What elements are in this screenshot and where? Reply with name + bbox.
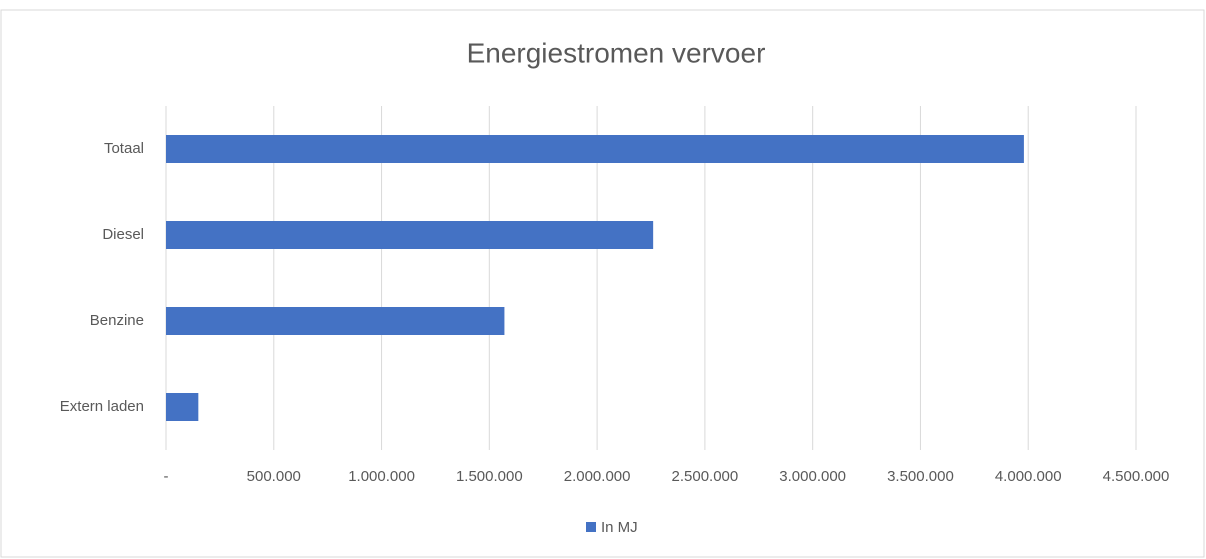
x-tick-label: - [164,468,169,485]
x-tick-label: 4.500.000 [1103,468,1170,485]
x-tick-label: 1.500.000 [456,468,523,485]
x-tick-label: 2.500.000 [672,468,739,485]
bar [166,307,505,335]
y-tick-label: Extern laden [60,398,144,415]
bar [166,135,1024,163]
legend-label: In MJ [601,519,638,536]
chart-border [0,9,1205,558]
y-tick-label: Benzine [90,312,144,329]
y-tick-label: Totaal [104,140,144,157]
chart-title: Energiestromen vervoer [467,37,766,68]
bar [166,393,199,421]
x-tick-label: 4.000.000 [995,468,1062,485]
legend-swatch [586,522,596,532]
y-tick-label: Diesel [102,226,144,243]
x-tick-label: 2.000.000 [564,468,631,485]
bar [166,221,654,249]
x-tick-label: 3.500.000 [887,468,954,485]
x-tick-label: 3.000.000 [779,468,846,485]
x-tick-label: 1.000.000 [348,468,415,485]
x-tick-label: 500.000 [247,468,301,485]
